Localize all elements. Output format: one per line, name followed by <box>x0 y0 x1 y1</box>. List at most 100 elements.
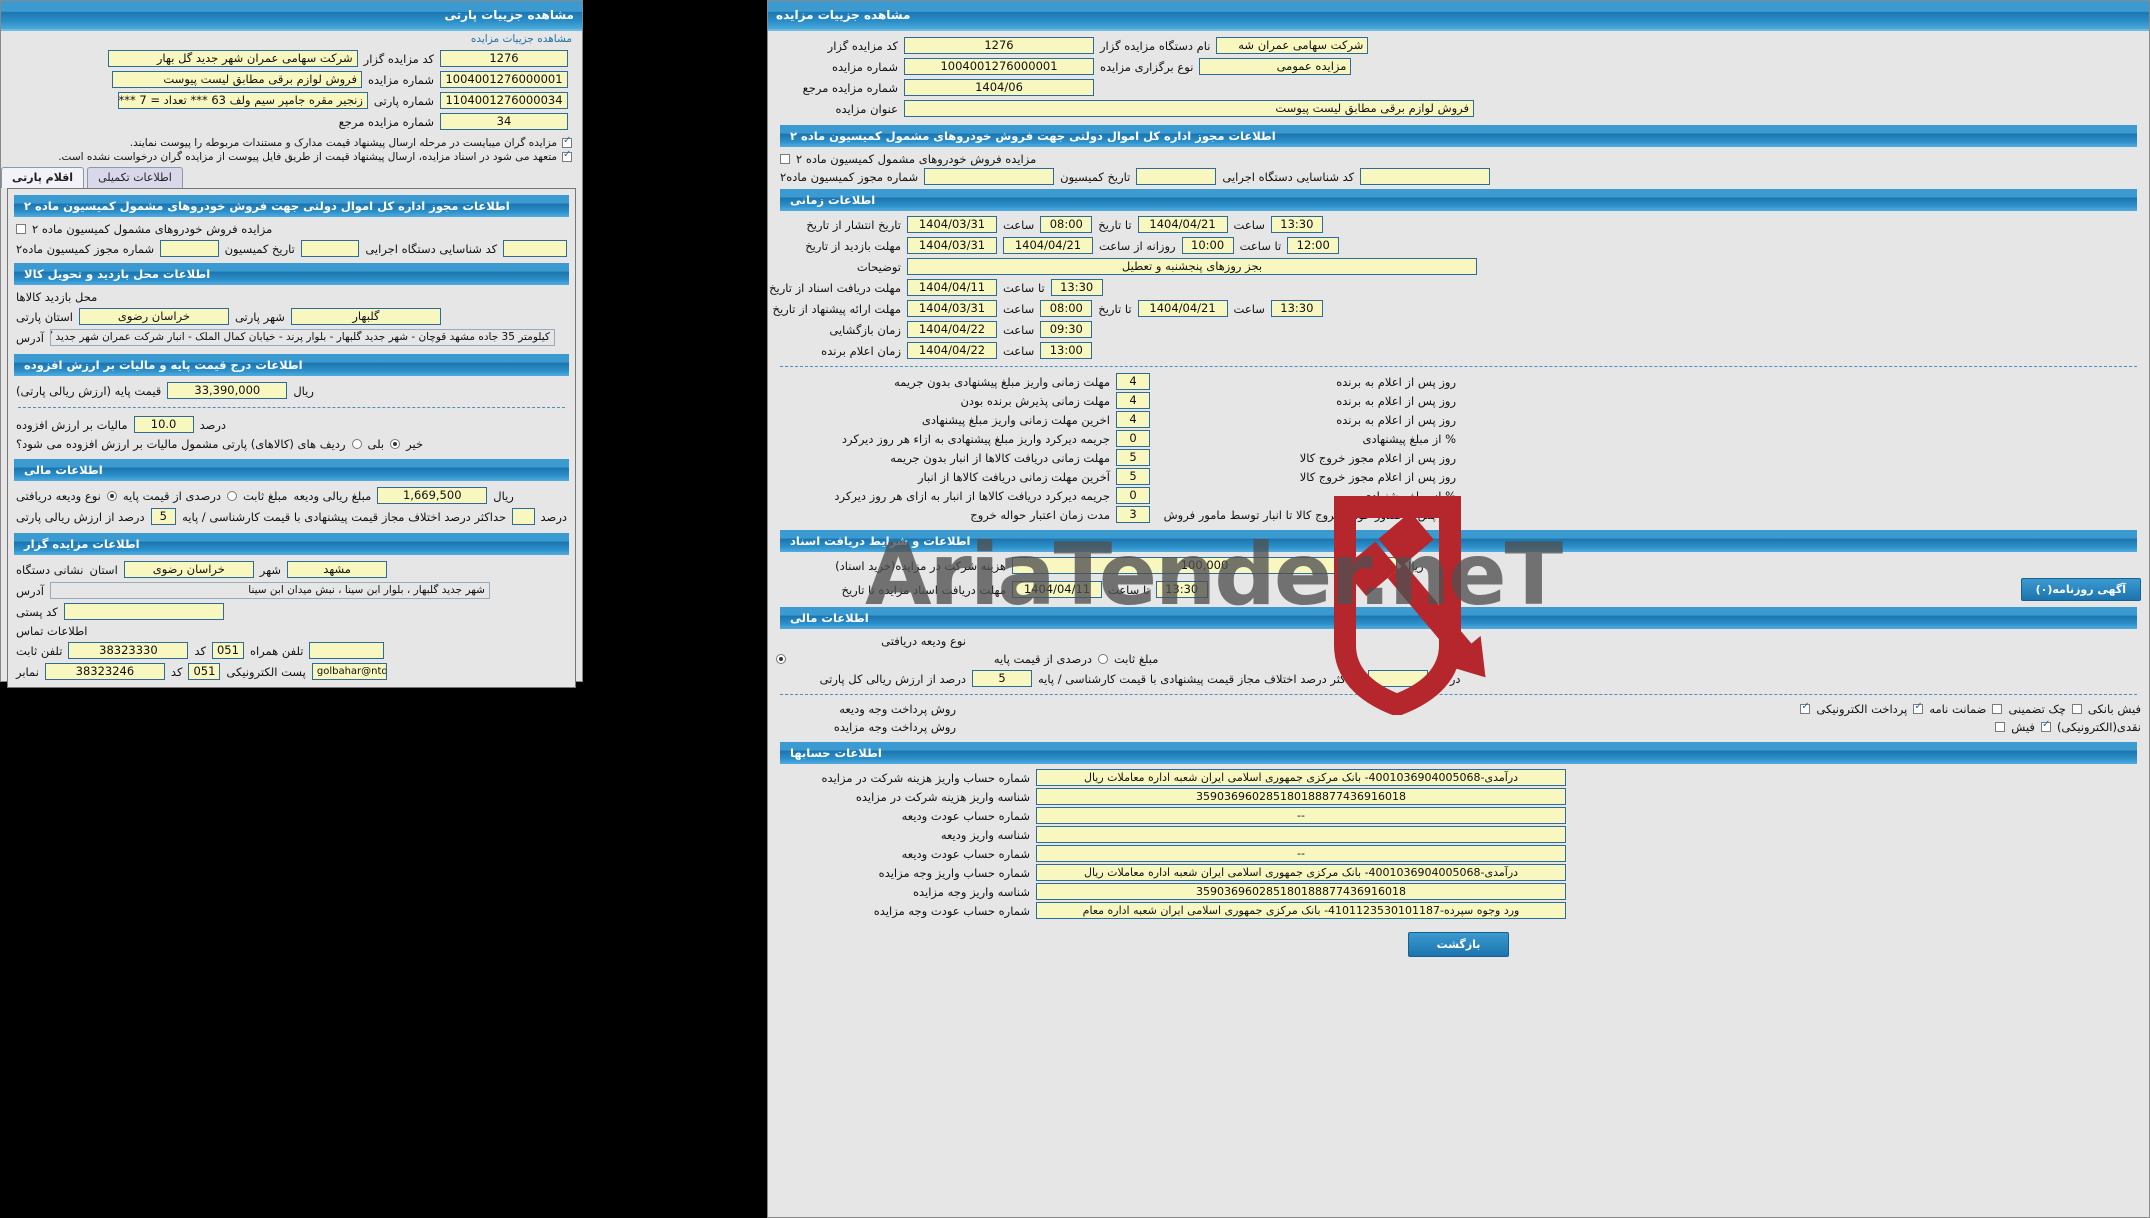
visit-from-time[interactable]: 10:00 <box>1181 237 1234 254</box>
right-max-diff-field[interactable] <box>1368 670 1429 687</box>
right-percent-value-field[interactable]: 5 <box>972 670 1032 687</box>
right-fixed-radio[interactable] <box>1098 654 1108 664</box>
vat-no-radio[interactable] <box>390 439 401 449</box>
commission-date-field[interactable] <box>300 240 360 257</box>
publish-to-time[interactable]: 13:30 <box>1270 216 1323 233</box>
open-date[interactable]: 1404/04/22 <box>907 321 997 338</box>
base-price-field[interactable]: 33,390,000 <box>167 382 288 399</box>
right-percent-base-radio[interactable] <box>776 654 786 664</box>
tab-party-items[interactable]: اقلام پارتی <box>1 167 85 188</box>
org-fax-field[interactable]: 38323246 <box>44 663 165 680</box>
account-value[interactable]: 359036960285180188877436916018 <box>1036 788 1566 805</box>
visit-to-date[interactable]: 1404/04/21 <box>1003 237 1093 254</box>
offer-to-time[interactable]: 13:30 <box>1270 300 1323 317</box>
party-desc-field[interactable]: زنجیر مقره جامپر سیم ولف 63 *** تعداد = … <box>117 92 368 109</box>
org-province-field[interactable]: خراسان رضوی <box>123 561 254 578</box>
penalty-value[interactable]: 5 <box>1116 449 1150 466</box>
account-value[interactable]: -- <box>1036 807 1566 824</box>
code-field[interactable]: 1276 <box>440 50 568 67</box>
party-province-field[interactable]: خراسان رضوی <box>78 308 229 325</box>
docs-deadline-time[interactable]: 13:30 <box>1155 581 1208 598</box>
right-code-field[interactable]: 1276 <box>904 37 1094 54</box>
right-type-field[interactable]: مزایده عمومی <box>1199 58 1352 75</box>
right-org-row: شرکت سهامی عمران شه نام دستگاه مزایده گز… <box>780 35 2137 56</box>
penalty-suffix: روز پس از اعلام به برنده <box>1336 412 1456 427</box>
ref-field[interactable]: 34 <box>440 113 568 130</box>
publish-to-date[interactable]: 1404/04/21 <box>1137 216 1228 233</box>
permit-no-field[interactable] <box>160 240 219 257</box>
docs-deadline-row: آگهی روزنامه(٠) 13:30 تا ساعت 1404/04/11… <box>768 576 2149 603</box>
docs-time[interactable]: 13:30 <box>1050 279 1103 296</box>
org-city-field[interactable]: مشهد <box>287 561 388 578</box>
penalty-value[interactable]: 4 <box>1116 411 1150 428</box>
fixed-radio[interactable] <box>227 490 238 501</box>
account-value[interactable]: -- <box>1036 845 1566 862</box>
permit-sale-checkbox[interactable] <box>16 224 26 234</box>
penalty-value[interactable]: 4 <box>1116 373 1150 390</box>
winner-date[interactable]: 1404/04/22 <box>907 342 997 359</box>
right-org-field[interactable]: شرکت سهامی عمران شه <box>1216 37 1369 54</box>
account-value[interactable]: 359036960285180188877436916018 <box>1036 883 1566 900</box>
right-ref-field[interactable]: 1404/06 <box>904 79 1094 96</box>
percent-of-base-radio[interactable] <box>106 490 117 501</box>
time-note-field[interactable]: بجز روزهای پنجشنبه و تعطیل <box>907 258 1477 275</box>
offer-to-date[interactable]: 1404/04/21 <box>1137 300 1228 317</box>
org-fax-code-field[interactable]: 051 <box>188 663 221 680</box>
org-tel-code-field[interactable]: 051 <box>211 642 244 659</box>
account-value[interactable]: ورد وجوه سپرده-4101123530101187- بانک مر… <box>1036 902 1566 919</box>
offer-date[interactable]: 1404/03/31 <box>907 300 997 317</box>
right-permit-no-field[interactable] <box>924 168 1055 185</box>
penalty-value[interactable]: 0 <box>1116 487 1150 504</box>
party-city-field[interactable]: گلبهار <box>290 308 441 325</box>
org-tel-field[interactable]: 38323330 <box>68 642 189 659</box>
account-value[interactable]: درآمدی-4001036904005068- بانک مرکزی جمهو… <box>1036 769 1566 786</box>
right-title-field[interactable]: فروش لوازم برقی مطابق لیست پیوست <box>904 100 1474 117</box>
org-field[interactable]: شرکت سهامی عمران شهر جدید گل بهار <box>107 50 358 67</box>
vat-yes-radio[interactable] <box>351 439 362 449</box>
newspaper-ad-button[interactable]: آگهی روزنامه(٠) <box>2020 578 2141 601</box>
permit-fields-row: کد شناسایی دستگاه اجرایی تاریخ کمیسیون ش… <box>8 238 575 259</box>
account-value[interactable] <box>1036 826 1566 843</box>
party-address-field[interactable]: کیلومتر 35 جاده مشهد قوچان - شهر جدید گل… <box>49 329 555 346</box>
auction-pay-2-checkbox[interactable] <box>2040 719 2051 732</box>
visit-to-time[interactable]: 12:00 <box>1287 237 1340 254</box>
tab-additional-info[interactable]: اطلاعات تکمیلی <box>87 167 183 188</box>
publish-time[interactable]: 08:00 <box>1040 216 1093 233</box>
title-field[interactable]: فروش لوازم برقی مطابق لیست پیوست <box>112 71 362 88</box>
vat-field[interactable]: 10.0 <box>133 416 194 433</box>
back-button[interactable]: بازگشت <box>1407 932 1510 957</box>
docs-cost-field[interactable]: 100,000 <box>1012 557 1397 574</box>
winner-time[interactable]: 13:00 <box>1040 342 1093 359</box>
right-permit-sale-checkbox[interactable] <box>780 154 790 164</box>
penalty-value[interactable]: 3 <box>1116 506 1150 523</box>
org-email-field[interactable]: golbahar@ntdc.ir <box>311 663 387 680</box>
auction-pay-1-checkbox[interactable] <box>1995 722 2006 732</box>
org-mobile-field[interactable] <box>309 642 385 659</box>
deposit-amount-field[interactable]: 1,669,500 <box>377 487 488 504</box>
percent-of-value-field[interactable]: 5 <box>150 508 177 525</box>
docs-deadline-date[interactable]: 1404/04/11 <box>1012 581 1102 598</box>
auction-no-field[interactable]: 1004001276000001 <box>440 71 568 88</box>
pay-method-4-checkbox[interactable] <box>2071 704 2082 714</box>
org-addr-field[interactable]: شهر جدید گلبهار ، بلوار ابن سینا ، نبش م… <box>49 582 490 599</box>
offer-time[interactable]: 08:00 <box>1040 300 1093 317</box>
right-exec-code-field[interactable] <box>1360 168 1491 185</box>
penalty-value[interactable]: 5 <box>1116 468 1150 485</box>
right-auction-no-field[interactable]: 1004001276000001 <box>904 58 1094 75</box>
docs-date[interactable]: 1404/04/11 <box>907 279 997 296</box>
penalty-value[interactable]: 0 <box>1116 430 1150 447</box>
pay-method-3-checkbox[interactable] <box>1992 704 2003 714</box>
visit-date[interactable]: 1404/03/31 <box>907 237 997 254</box>
offer-date-label: مهلت ارائه پیشنهاد از تاریخ <box>772 301 901 316</box>
open-time[interactable]: 09:30 <box>1040 321 1093 338</box>
publish-date[interactable]: 1404/03/31 <box>907 216 997 233</box>
party-no-field[interactable]: 1104001276000034 <box>440 92 568 109</box>
pay-method-1-checkbox[interactable] <box>1800 701 1811 714</box>
penalty-value[interactable]: 4 <box>1116 392 1150 409</box>
max-diff-field[interactable] <box>512 508 535 525</box>
right-commission-date-field[interactable] <box>1136 168 1217 185</box>
exec-code-field[interactable] <box>503 240 567 257</box>
pay-method-2-checkbox[interactable] <box>1913 701 1924 714</box>
org-postal-field[interactable] <box>63 603 224 620</box>
account-value[interactable]: درآمدی-4001036904005068- بانک مرکزی جمهو… <box>1036 864 1566 881</box>
